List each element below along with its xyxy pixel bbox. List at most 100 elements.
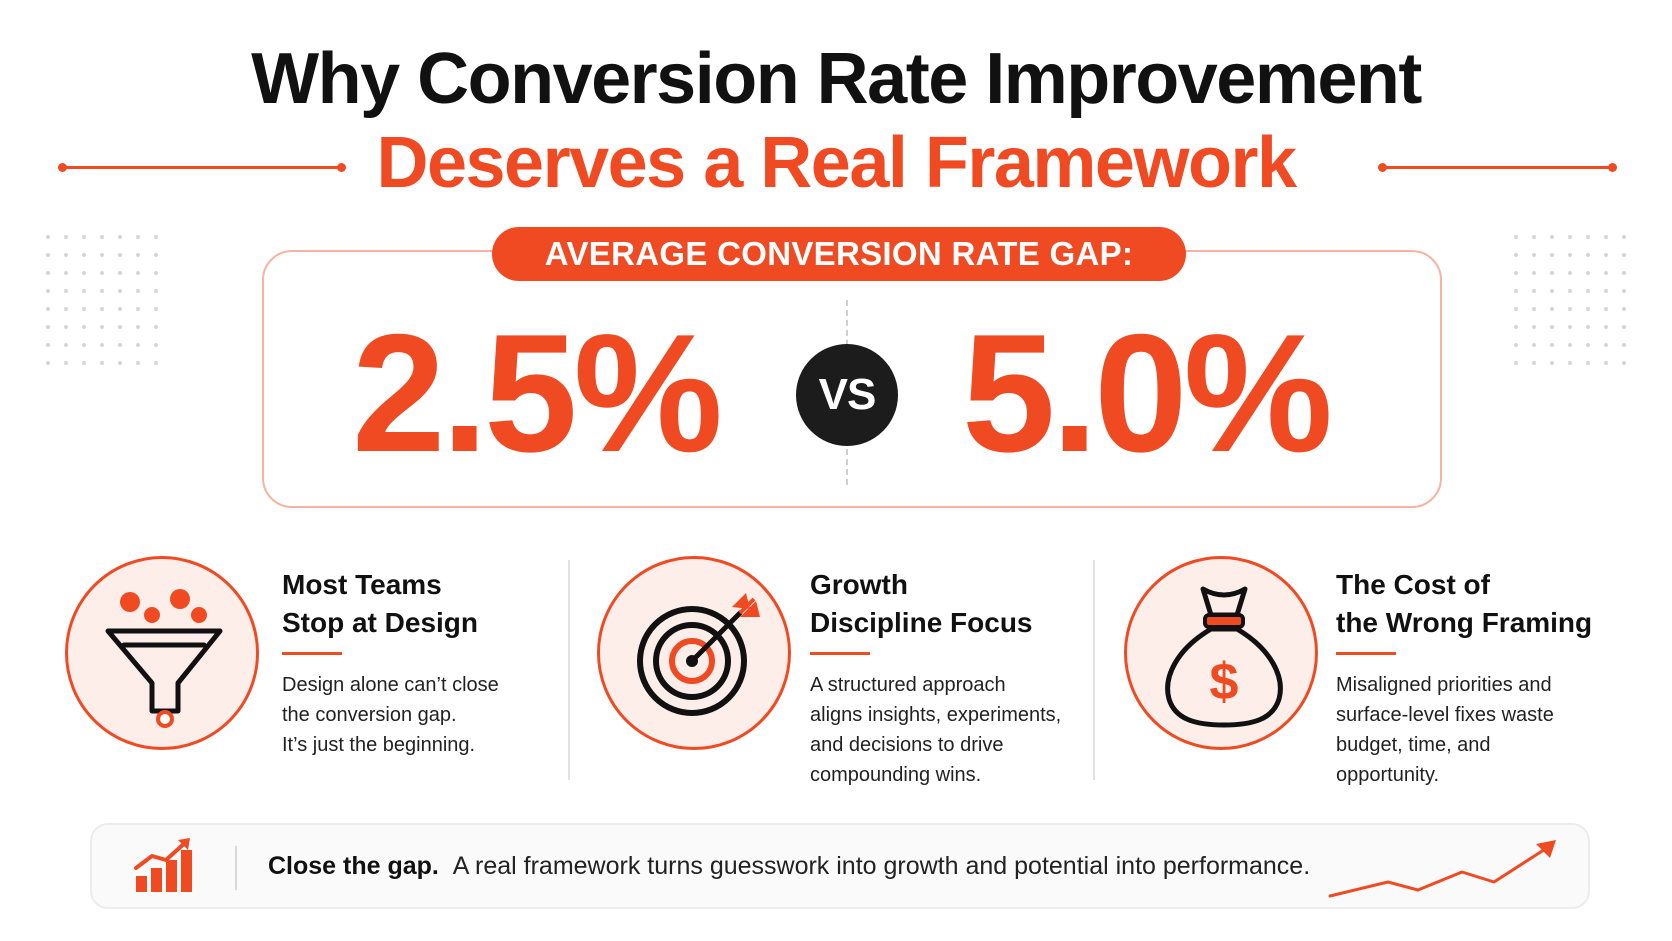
decor-dot [136, 307, 140, 311]
decor-dot [118, 361, 122, 365]
decor-dot [136, 361, 140, 365]
banner-lead: Close the gap. [268, 852, 439, 880]
feature-underline [1336, 652, 1396, 655]
decor-dot [154, 271, 158, 275]
desc-line: and decisions to drive [810, 734, 1004, 756]
decor-dot [1622, 271, 1626, 275]
feature-title-line: The Cost of [1336, 569, 1490, 600]
decor-dot [82, 361, 86, 365]
decor-dot [64, 271, 68, 275]
decor-dot [100, 289, 104, 293]
feature-underline [282, 652, 342, 655]
decor-dot [136, 271, 140, 275]
decor-dot-left-outer [58, 163, 67, 172]
decor-dot [1568, 343, 1572, 347]
decor-dot [82, 235, 86, 239]
decor-dot [46, 307, 50, 311]
decor-dot [1604, 325, 1608, 329]
decor-dot [1550, 325, 1554, 329]
decor-dot [64, 235, 68, 239]
target-icon-circle [597, 556, 791, 750]
decor-dot [1514, 307, 1518, 311]
feature-title-line: Growth [810, 569, 908, 600]
average-rate-value: 2.5% [352, 299, 723, 487]
trend-line-icon [1328, 840, 1556, 898]
page-title: Why Conversion Rate Improvement [251, 39, 1422, 119]
decor-dot [1586, 361, 1590, 365]
decor-dot [1532, 235, 1536, 239]
decor-dot [46, 361, 50, 365]
decor-dot [1586, 253, 1590, 257]
decor-dot [82, 271, 86, 275]
decor-dot [118, 235, 122, 239]
decor-dot [1586, 289, 1590, 293]
decor-dot [118, 307, 122, 311]
feature-title-cost: The Cost of the Wrong Framing [1336, 566, 1626, 642]
decor-dot [1604, 271, 1608, 275]
decor-dot [1604, 253, 1608, 257]
growth-bar-chart-icon [134, 838, 192, 892]
decor-dot [1532, 361, 1536, 365]
decor-dot [118, 271, 122, 275]
decor-dot [1550, 271, 1554, 275]
money-bag-icon-circle: $ [1124, 556, 1318, 750]
decor-dot [1604, 361, 1608, 365]
decor-dot [1532, 343, 1536, 347]
desc-line: It’s just the beginning. [282, 734, 476, 756]
decor-dot [46, 325, 50, 329]
decor-dot [154, 325, 158, 329]
decor-dot [1568, 271, 1572, 275]
decor-dot [46, 289, 50, 293]
decor-dot [1514, 325, 1518, 329]
decor-dot [1622, 325, 1626, 329]
decor-dot [1514, 271, 1518, 275]
feature-desc-cost: Misaligned priorities and surface-level … [1336, 670, 1606, 790]
banner-divider [235, 846, 237, 890]
decor-dot [136, 235, 140, 239]
page-subtitle: Deserves a Real Framework [376, 123, 1297, 203]
decor-dot [136, 253, 140, 257]
decor-dot [46, 253, 50, 257]
decor-dot [46, 235, 50, 239]
decor-line-left [64, 166, 340, 169]
decor-dot [82, 343, 86, 347]
decor-dot [100, 235, 104, 239]
decor-dot [1568, 325, 1572, 329]
vs-badge: VS [796, 344, 898, 446]
feature-title-line: Most Teams [282, 569, 442, 600]
decor-dot [1586, 307, 1590, 311]
decor-dot [118, 325, 122, 329]
decor-dot [1622, 343, 1626, 347]
decor-dot [82, 307, 86, 311]
desc-line: aligns insights, experiments, [810, 704, 1062, 726]
decor-dot-grid-left [46, 235, 172, 379]
decor-dot [136, 343, 140, 347]
decor-dot [1586, 325, 1590, 329]
decor-dot [1568, 307, 1572, 311]
decor-dot [100, 325, 104, 329]
svg-text:$: $ [1210, 653, 1239, 711]
banner-body: A real framework turns guesswork into gr… [452, 852, 1311, 880]
decor-dot [64, 361, 68, 365]
decor-dot-right-inner [1378, 163, 1387, 172]
decor-dot [136, 289, 140, 293]
column-divider [1093, 560, 1095, 780]
desc-line: A structured approach [810, 674, 1006, 696]
decor-dot-right-outer [1608, 163, 1617, 172]
decor-dot [100, 253, 104, 257]
decor-dot [64, 289, 68, 293]
decor-dot [1622, 361, 1626, 365]
decor-dot [46, 343, 50, 347]
decor-dot [154, 289, 158, 293]
desc-line: surface-level fixes waste [1336, 704, 1554, 726]
decor-dot [154, 235, 158, 239]
decor-dot [1604, 289, 1608, 293]
conversion-gap-label: AVERAGE CONVERSION RATE GAP: [492, 227, 1186, 281]
decor-dot [100, 271, 104, 275]
decor-dot [1550, 343, 1554, 347]
decor-dot [1514, 361, 1518, 365]
decor-dot [1586, 343, 1590, 347]
decor-dot [1550, 253, 1554, 257]
decor-dot [46, 271, 50, 275]
target-icon [637, 593, 760, 716]
